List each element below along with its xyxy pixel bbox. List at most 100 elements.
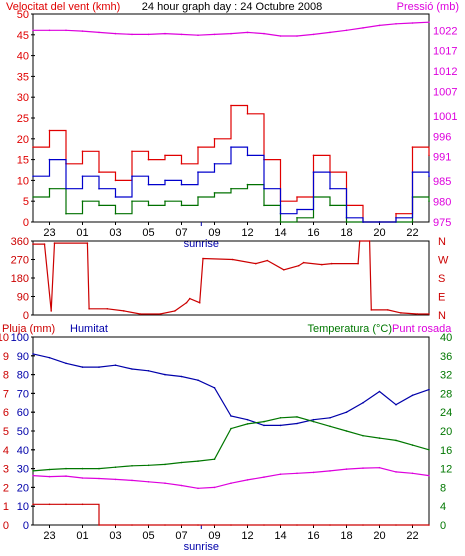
rain-tick-label: 6 [3,407,9,419]
rain-tick-label: 7 [3,388,9,400]
dewpoint-series-point [362,467,364,469]
humidity-series-point [411,394,414,397]
temperature-series [32,416,430,472]
wind-average-series-point [131,175,133,177]
x-tick-label: 12 [241,227,253,239]
wind-gust-series-point [164,154,166,157]
pressure-series-point [312,33,315,36]
temperature-series-point [32,470,34,472]
pressure-series-point [164,32,166,35]
dewpoint-series-point [114,478,117,481]
wind-low-series-point [114,212,117,215]
pressure-axis-label: Pressió (mb) [397,1,459,13]
humidity-tick-label: 80 [17,370,29,382]
rain-tick-label: 10 [0,332,9,344]
wind-low-series-point [428,200,430,202]
humidity-series-point [197,379,199,382]
dewpoint-axis-label: Punt rosada [392,323,452,335]
pressure-tick-label: 1017 [433,46,457,58]
wind-direction-tick-label: 0 [23,310,29,322]
wind-direction-series [33,240,429,315]
pressure-series-point [230,32,232,35]
humidity-series-point [263,424,265,427]
wind-low-series-point [263,204,265,207]
wind-average-series-point [378,221,381,223]
wind-direction-series-point [297,264,300,267]
pressure-series-point [378,24,381,27]
wind-gust-series-point [131,150,133,153]
rain-series-point [81,503,84,506]
dewpoint-series-point [345,468,348,470]
x-tick-label: 22 [406,227,418,239]
x-tick-label: 01 [76,530,88,542]
rain-series-point [65,503,67,506]
wind-direction-series-point [231,258,234,261]
dewpoint-series-point [147,481,150,483]
rain-series [33,503,429,526]
humidity-series-point [180,375,183,378]
pressure-tick-label: 1007 [433,86,457,98]
humidity-tick-label: 40 [17,445,29,457]
pressure-series-point [246,31,249,34]
wind-average-series-point [246,154,249,157]
sunrise-label: sunrise [184,541,219,553]
temperature-series-point [378,437,381,439]
wind-direction-series-point [159,313,161,315]
wind-direction-series-point [202,257,204,260]
rain-series-point [279,524,282,526]
pressure-series-point [362,27,364,29]
wind-speed-tick-label: 40 [17,51,29,63]
temperature-axis-label: Temperatura (°C) [308,323,392,335]
wind-direction-series-point [106,308,109,310]
wind-direction-series-point [387,309,389,311]
wind-gust-series-point [81,150,84,153]
wind-average-series-point [296,208,298,211]
rain-series-point [213,524,216,526]
pressure-series-point [48,29,51,32]
temperature-series-point [164,463,166,466]
temperature-tick-label: 28 [440,388,452,400]
pressure-series-point [329,31,331,34]
temperature-series-point [48,468,51,471]
rain-tick-label: 8 [3,370,9,382]
humidity-axis-label: Humitat [70,323,108,335]
wind-direction-series-point [32,243,34,245]
wind-direction-series-point [189,297,191,300]
pressure-series-point [411,22,414,24]
humidity-series-point [147,370,150,372]
temperature-series-point [329,425,331,428]
wind-average-series-point [180,183,183,186]
humidity-series-point [378,390,381,393]
humidity-series-point [213,387,216,389]
rain-series-point [246,524,249,526]
wind-low-series-point [147,204,150,207]
wind-gust-series-point [230,104,232,107]
wind-average-series-point [329,187,331,190]
pressure-series-point [395,23,397,25]
compass-tick-label: S [438,273,445,285]
pressure-series-point [114,32,117,35]
pressure-series-point [296,35,298,37]
compass-tick-label: N [438,310,446,322]
temperature-tick-label: 32 [440,370,452,382]
humidity-series-point [279,424,282,427]
x-tick-label: 09 [208,530,220,542]
wind-direction-series-point [50,310,52,312]
wind-speed-tick-label: 50 [17,9,29,21]
temperature-tick-label: 4 [440,501,446,513]
wind-speed-tick-label: 10 [17,175,29,187]
humidity-series-point [312,418,315,421]
temperature-tick-label: 8 [440,482,446,494]
wind-low-series [33,184,430,223]
pressure-series-point [98,31,100,34]
dewpoint-series-point [48,475,51,478]
humidity-series-point [114,364,117,367]
humidity-tick-label: 90 [17,351,29,363]
wind-average-series-point [197,171,199,173]
wind-direction-series-point [321,263,323,266]
humidity-tick-label: 30 [17,464,29,476]
humidity-series-point [428,388,430,391]
temperature-series-point [180,461,183,464]
dewpoint-series-point [329,470,331,472]
